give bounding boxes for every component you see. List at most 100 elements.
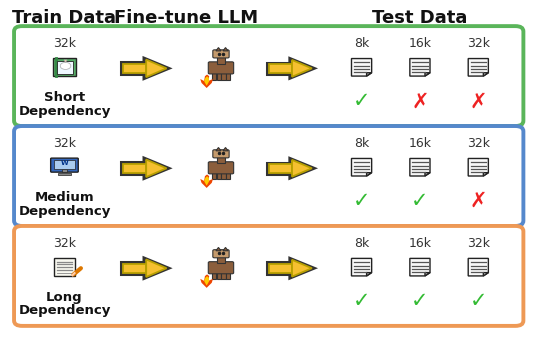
Circle shape <box>60 62 71 69</box>
Polygon shape <box>367 73 372 76</box>
Polygon shape <box>367 173 372 176</box>
Polygon shape <box>204 176 209 186</box>
Text: ✓: ✓ <box>353 91 370 111</box>
Text: Short: Short <box>44 91 85 104</box>
Bar <box>58 173 71 175</box>
Bar <box>269 264 292 272</box>
Bar <box>54 258 75 276</box>
Polygon shape <box>216 247 221 251</box>
Bar <box>123 164 146 173</box>
Text: 16k: 16k <box>408 237 431 250</box>
Polygon shape <box>410 158 430 176</box>
Bar <box>53 58 76 76</box>
Polygon shape <box>204 76 209 86</box>
Bar <box>212 272 217 279</box>
Polygon shape <box>483 173 488 176</box>
Text: Medium: Medium <box>35 191 94 204</box>
Text: ✓: ✓ <box>353 291 370 311</box>
Polygon shape <box>483 272 488 276</box>
Bar <box>212 72 217 80</box>
Polygon shape <box>468 258 488 276</box>
Polygon shape <box>425 272 430 276</box>
Polygon shape <box>425 73 430 76</box>
Bar <box>123 64 146 73</box>
Polygon shape <box>292 160 312 177</box>
Text: 8k: 8k <box>354 237 369 250</box>
Bar <box>226 172 230 180</box>
Polygon shape <box>367 272 372 276</box>
Text: Dependency: Dependency <box>18 105 111 118</box>
Polygon shape <box>216 147 221 151</box>
Bar <box>269 64 292 73</box>
Bar <box>226 72 230 80</box>
Bar <box>267 163 294 174</box>
Polygon shape <box>223 247 228 251</box>
Bar <box>121 62 149 74</box>
Bar <box>267 263 294 274</box>
Bar <box>218 56 225 64</box>
FancyBboxPatch shape <box>14 226 523 326</box>
Text: Long: Long <box>46 291 83 304</box>
Bar <box>53 159 75 169</box>
Polygon shape <box>483 73 488 76</box>
Polygon shape <box>223 48 228 51</box>
Polygon shape <box>64 60 67 62</box>
Bar <box>221 72 226 80</box>
Polygon shape <box>352 158 372 176</box>
Polygon shape <box>204 276 209 285</box>
Polygon shape <box>146 59 166 77</box>
Polygon shape <box>352 58 372 76</box>
Polygon shape <box>200 274 213 288</box>
Bar <box>269 164 292 173</box>
Polygon shape <box>146 159 166 177</box>
Bar <box>221 172 226 180</box>
FancyBboxPatch shape <box>213 250 229 258</box>
Polygon shape <box>468 58 488 76</box>
Text: 16k: 16k <box>408 137 431 150</box>
Bar <box>217 72 221 80</box>
Polygon shape <box>410 58 430 76</box>
FancyBboxPatch shape <box>14 126 523 226</box>
Text: 8k: 8k <box>354 37 369 50</box>
Text: ✗: ✗ <box>470 191 487 211</box>
Text: 32k: 32k <box>53 37 76 50</box>
Bar <box>267 63 294 74</box>
FancyBboxPatch shape <box>51 158 78 172</box>
Polygon shape <box>292 260 312 277</box>
Polygon shape <box>292 60 312 77</box>
Text: Fine-tune LLM: Fine-tune LLM <box>114 9 259 27</box>
Text: Dependency: Dependency <box>18 304 111 318</box>
Text: ✓: ✓ <box>470 291 487 311</box>
Polygon shape <box>200 75 213 88</box>
Polygon shape <box>200 175 213 188</box>
Text: Dependency: Dependency <box>18 205 111 218</box>
FancyBboxPatch shape <box>208 262 234 274</box>
Text: ✓: ✓ <box>353 191 370 211</box>
Polygon shape <box>425 173 430 176</box>
FancyBboxPatch shape <box>14 26 523 126</box>
Text: ✗: ✗ <box>411 91 429 111</box>
FancyBboxPatch shape <box>213 50 229 58</box>
Text: 16k: 16k <box>408 37 431 50</box>
Text: ✗: ✗ <box>470 91 487 111</box>
Bar <box>217 272 221 279</box>
Text: Train Data: Train Data <box>12 9 117 27</box>
Text: W: W <box>60 160 69 166</box>
Bar <box>62 169 66 172</box>
Bar <box>123 264 146 273</box>
Bar <box>121 262 149 274</box>
Text: 32k: 32k <box>467 137 490 150</box>
Polygon shape <box>410 258 430 276</box>
Polygon shape <box>216 48 221 51</box>
Bar <box>221 272 226 279</box>
Polygon shape <box>146 259 166 277</box>
Text: 32k: 32k <box>467 237 490 250</box>
FancyBboxPatch shape <box>213 150 229 158</box>
FancyBboxPatch shape <box>208 62 234 74</box>
Text: 32k: 32k <box>53 237 76 250</box>
Bar <box>218 156 225 163</box>
Text: 8k: 8k <box>354 137 369 150</box>
FancyBboxPatch shape <box>208 162 234 174</box>
Text: 32k: 32k <box>467 37 490 50</box>
Polygon shape <box>352 258 372 276</box>
